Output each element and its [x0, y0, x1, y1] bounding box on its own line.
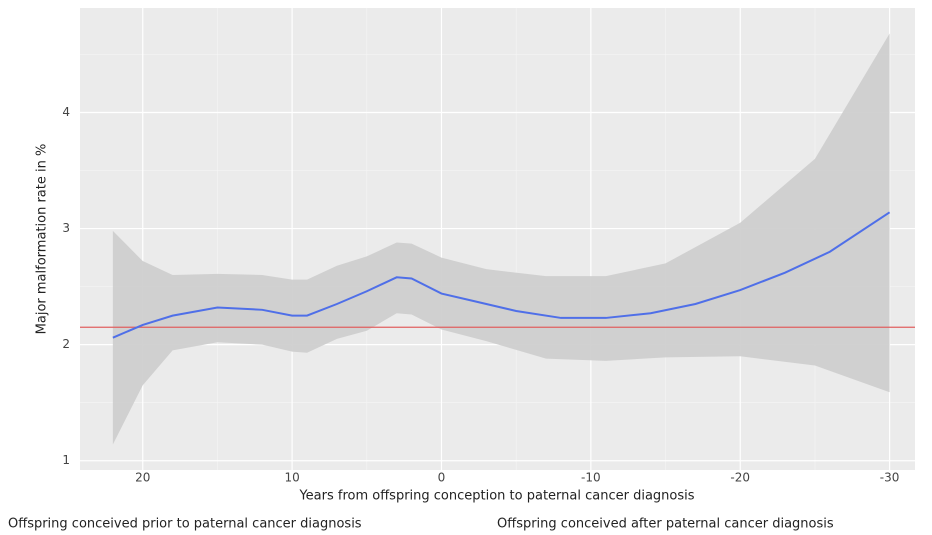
annotation: Offspring conceived prior to paternal ca… — [8, 517, 362, 532]
y-tick-label: 1 — [62, 453, 70, 467]
x-tick-label: -30 — [880, 471, 900, 485]
x-tick-label: 20 — [135, 471, 150, 485]
y-tick-label: 2 — [62, 337, 70, 351]
y-axis-label: Major malformation rate in % — [35, 144, 50, 335]
annotation: Offspring conceived after paternal cance… — [497, 517, 834, 532]
x-axis-label: Years from offspring conception to pater… — [298, 489, 694, 504]
x-tick-label: 10 — [284, 471, 299, 485]
x-tick-label: -10 — [581, 471, 601, 485]
line — [112, 211, 891, 339]
y-tick-label: 3 — [62, 221, 70, 235]
y-tick-label: 4 — [62, 105, 70, 119]
confidence-band — [112, 33, 890, 445]
x-tick-label: -20 — [730, 471, 750, 485]
x-tick-label: 0 — [438, 471, 446, 485]
